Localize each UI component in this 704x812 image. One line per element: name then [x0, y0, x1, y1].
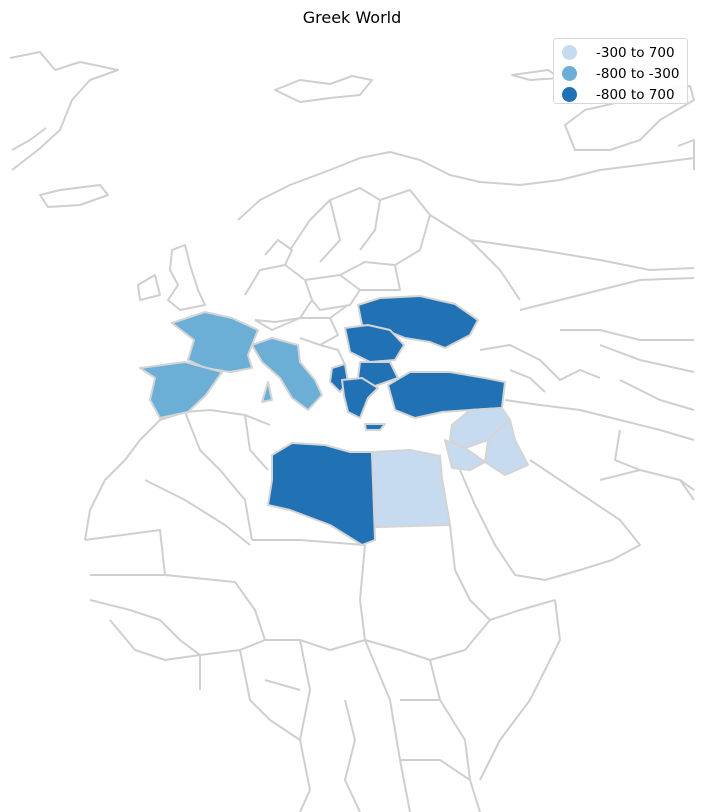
region-spain: [139, 361, 223, 419]
region-libya: [267, 442, 376, 546]
legend-swatch-icon: [562, 66, 577, 81]
map-title: Greek World: [302, 8, 402, 27]
legend-label: -800 to -300: [596, 65, 680, 82]
legend-label: -300 to 700: [596, 44, 675, 61]
legend-item: -800 to 700: [562, 84, 687, 105]
legend-label: -800 to 700: [596, 86, 675, 103]
legend-item: -300 to 700: [562, 42, 687, 63]
highlighted-regions: [139, 295, 529, 546]
base-map-outlines: [9, 51, 695, 812]
region-jordan: [444, 439, 486, 471]
legend-swatch-icon: [562, 45, 577, 60]
region-greece: [341, 377, 379, 419]
region-romania: [344, 324, 405, 363]
region-bulgaria: [357, 361, 399, 387]
region-greece-crete: [364, 423, 386, 431]
legend: -300 to 700 -800 to -300 -800 to 700: [553, 38, 688, 104]
region-italy-sicily: [261, 381, 273, 403]
legend-swatch-icon: [562, 87, 577, 102]
region-france: [171, 311, 259, 373]
region-egypt: [371, 449, 451, 528]
legend-item: -800 to -300: [562, 63, 687, 84]
region-italy: [251, 337, 323, 411]
